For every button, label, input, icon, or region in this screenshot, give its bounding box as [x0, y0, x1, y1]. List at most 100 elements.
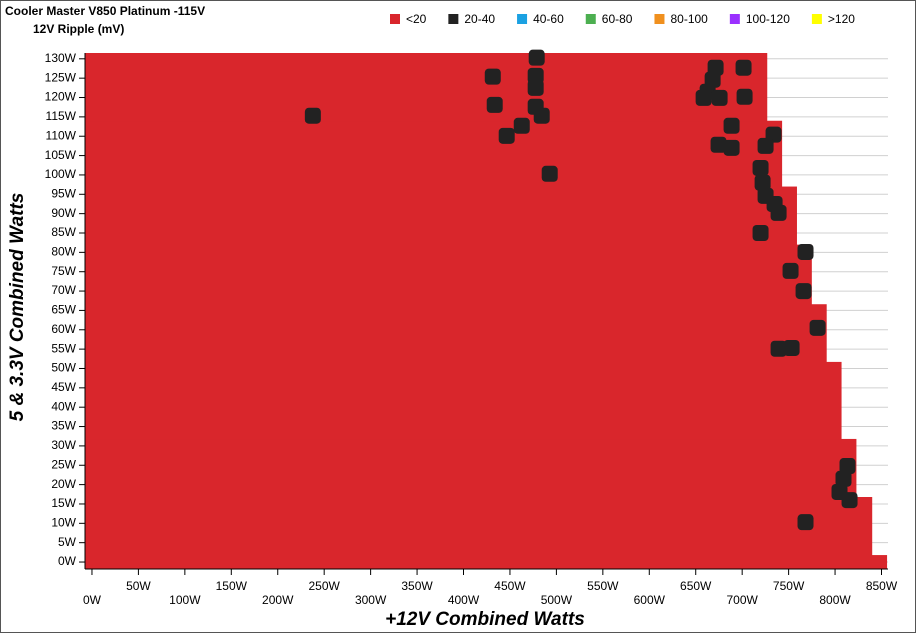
- x-tick-label: 350W: [401, 579, 433, 593]
- x-tick-label: 150W: [216, 579, 248, 593]
- ripple-cell: [527, 79, 544, 96]
- ripple-cell: [783, 339, 800, 356]
- y-tick-label: 100W: [45, 167, 77, 181]
- region-band: [85, 304, 827, 363]
- ripple-cell: [754, 174, 771, 191]
- y-tick-label: 90W: [51, 206, 76, 220]
- ripple-cell: [484, 68, 501, 85]
- chart-title: Cooler Master V850 Platinum -115V: [5, 4, 205, 18]
- legend-label: 40-60: [533, 12, 564, 26]
- legend-label: 60-80: [602, 12, 633, 26]
- x-tick-label: 450W: [494, 579, 526, 593]
- x-tick-label: 850W: [866, 579, 898, 593]
- region-band: [85, 555, 888, 570]
- y-tick-label: 110W: [46, 128, 77, 142]
- ripple-cell: [528, 49, 545, 66]
- y-tick-label: 85W: [51, 225, 76, 239]
- x-tick-label: 500W: [541, 593, 573, 607]
- y-tick-label: 105W: [45, 148, 77, 162]
- legend-swatch: [585, 14, 596, 24]
- ripple-cell: [797, 514, 814, 531]
- y-tick-label: 45W: [51, 380, 76, 394]
- y-tick-label: 70W: [51, 283, 76, 297]
- x-tick-label: 0W: [83, 593, 102, 607]
- x-tick-label: 600W: [634, 593, 666, 607]
- x-tick-label: 550W: [587, 579, 619, 593]
- y-tick-label: 80W: [51, 245, 76, 259]
- region-band: [85, 244, 812, 305]
- y-tick-label: 75W: [51, 264, 76, 278]
- ripple-cell: [839, 458, 856, 475]
- ripple-cell: [797, 243, 814, 260]
- y-tick-label: 55W: [51, 341, 76, 355]
- legend-swatch: [517, 14, 528, 24]
- y-tick-label: 40W: [51, 399, 76, 413]
- x-tick-label: 200W: [262, 593, 294, 607]
- x-tick-label: 400W: [448, 593, 480, 607]
- ripple-cell: [736, 88, 753, 105]
- x-tick-label: 650W: [680, 579, 712, 593]
- ripple-cell: [304, 107, 321, 124]
- ripple-cell: [757, 137, 774, 154]
- ripple-cell: [752, 225, 769, 241]
- region-band: [85, 361, 842, 440]
- region-band: [85, 438, 857, 498]
- legend: <20 20-40 40-60 60-80 80-100 100-120 >120: [390, 12, 855, 26]
- y-tick-label: 20W: [51, 477, 76, 491]
- ripple-cell: [841, 492, 858, 509]
- y-tick-label: 15W: [51, 496, 76, 510]
- x-tick-label: 700W: [726, 593, 758, 607]
- x-tick-label: 50W: [126, 579, 151, 593]
- y-tick-label: 10W: [51, 515, 76, 529]
- y-tick-label: 60W: [51, 322, 76, 336]
- legend-label: <20: [406, 12, 427, 26]
- legend-swatch: [390, 14, 400, 24]
- y-tick-label: 130W: [45, 51, 77, 65]
- legend-label: 20-40: [464, 12, 495, 26]
- ripple-cell: [533, 107, 550, 124]
- y-tick-label: 120W: [45, 90, 77, 104]
- legend-swatch: [729, 14, 740, 24]
- y-tick-label: 0W: [58, 554, 77, 568]
- legend-label: >120: [828, 12, 855, 26]
- ripple-cell: [710, 136, 727, 153]
- ripple-cell: [541, 165, 558, 182]
- y-tick-label: 30W: [51, 438, 76, 452]
- legend-swatch: [654, 14, 665, 24]
- chart-subtitle: 12V Ripple (mV): [33, 22, 124, 36]
- x-tick-label: 100W: [169, 593, 201, 607]
- y-tick-label: 115W: [46, 109, 77, 123]
- region-band: [85, 120, 783, 188]
- legend-swatch: [448, 14, 459, 24]
- ripple-cell: [711, 89, 728, 106]
- y-tick-label: 25W: [51, 457, 76, 471]
- y-tick-label: 5W: [58, 535, 77, 549]
- ripple-cell: [498, 127, 515, 144]
- ripple-cell: [782, 262, 799, 279]
- ripple-cell: [770, 340, 787, 357]
- legend-swatch: [811, 14, 822, 24]
- y-tick-label: 35W: [51, 419, 76, 433]
- ripple-cell: [486, 96, 503, 113]
- x-tick-label: 750W: [773, 579, 805, 593]
- ripple-cell: [835, 470, 852, 487]
- legend-label: 100-120: [746, 12, 790, 26]
- x-axis-title: +12V Combined Watts: [385, 609, 585, 630]
- region-band: [85, 53, 768, 122]
- x-tick-label: 800W: [819, 593, 851, 607]
- x-tick-label: 300W: [355, 593, 387, 607]
- ripple-cell: [752, 159, 769, 176]
- y-tick-label: 65W: [51, 303, 76, 317]
- y-tick-label: 95W: [51, 186, 76, 200]
- region-band: [85, 497, 873, 556]
- legend-label: 80-100: [670, 12, 708, 26]
- ripple-cell: [795, 283, 812, 300]
- ripple-cell: [695, 89, 712, 106]
- ripple-cell: [513, 117, 530, 134]
- ripple-cell: [770, 204, 787, 221]
- x-tick-label: 250W: [309, 579, 341, 593]
- region-band: [85, 186, 797, 246]
- ripple-cell: [723, 117, 740, 134]
- plot-area: [85, 49, 888, 570]
